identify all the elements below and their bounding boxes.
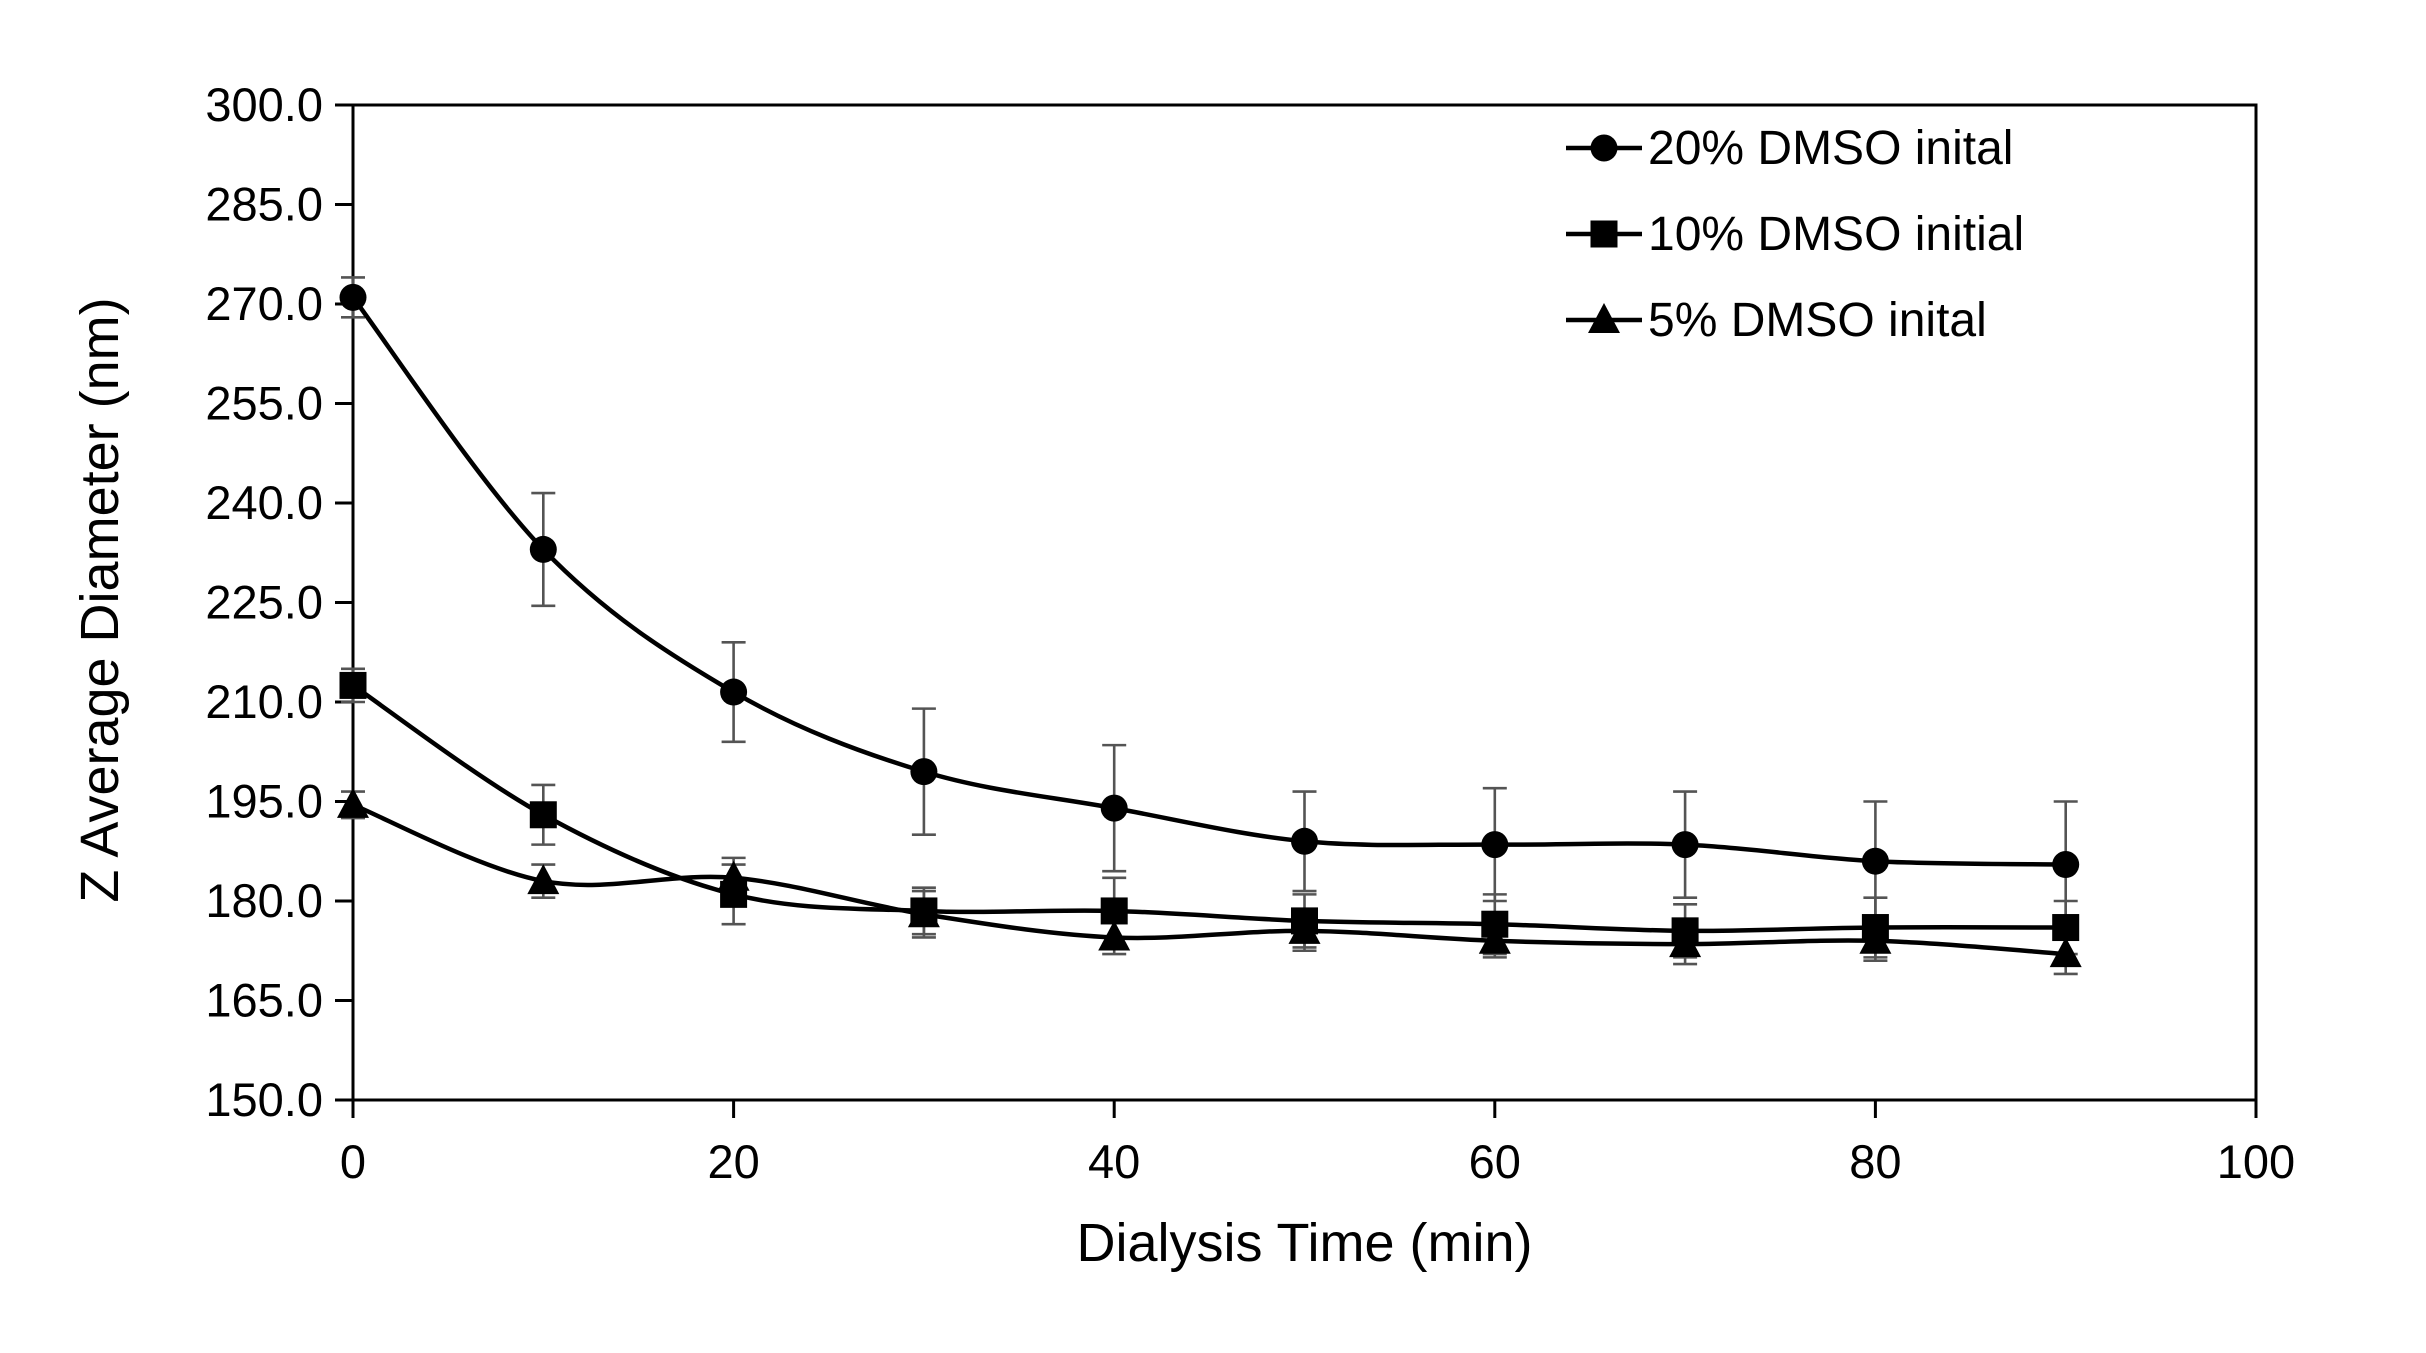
y-axis-title: Z Average Diameter (nm) xyxy=(70,297,130,903)
legend-entry-10pct: 10% DMSO initial xyxy=(1562,206,2024,262)
circle-marker-icon xyxy=(1481,831,1509,859)
triangle-marker-icon xyxy=(1669,927,1702,958)
circle-marker-icon xyxy=(2052,851,2080,879)
triangle-marker-icon xyxy=(527,864,560,895)
circle-marker-icon xyxy=(1100,794,1128,822)
series-line xyxy=(351,683,2066,934)
triangle-marker-icon xyxy=(1562,292,1646,348)
x-axis-title: Dialysis Time (min) xyxy=(1076,1213,1533,1273)
series-square xyxy=(339,671,2080,945)
y-axis: 150.0 165.0 180.0 195.0 210.0 225.0 240.0 255.0… xyxy=(205,78,353,1126)
chart-legend: 20% DMSO inital 10% DMSO initial 5% DMSO… xyxy=(1562,120,2024,348)
legend-label: 10% DMSO initial xyxy=(1648,207,2025,261)
y-tick-label: 240.0 xyxy=(205,476,323,529)
square-marker-icon xyxy=(339,671,367,699)
triangle-marker-icon xyxy=(1288,913,1321,944)
legend-entry-20pct: 20% DMSO inital xyxy=(1562,120,2024,176)
circle-marker-icon xyxy=(339,283,367,311)
x-tick-label: 80 xyxy=(1849,1135,1901,1188)
x-tick-label: 0 xyxy=(340,1135,366,1188)
triangle-marker-icon xyxy=(1478,923,1511,954)
square-marker-icon xyxy=(1590,220,1618,248)
circle-marker-icon xyxy=(1671,831,1699,859)
circle-marker-icon xyxy=(1861,847,1889,875)
y-tick-label: 270.0 xyxy=(205,277,323,330)
legend-label: 20% DMSO inital xyxy=(1648,121,2014,175)
square-marker-icon xyxy=(2052,914,2080,942)
legend-entry-5pct: 5% DMSO inital xyxy=(1562,292,2024,348)
legend-label: 5% DMSO inital xyxy=(1648,293,1987,347)
triangle-marker-icon xyxy=(1566,303,1642,333)
x-tick-label: 100 xyxy=(2217,1135,2295,1188)
y-tick-label: 150.0 xyxy=(205,1073,323,1126)
circle-marker-icon xyxy=(1566,134,1642,162)
circle-marker-icon xyxy=(910,758,938,786)
y-tick-label: 195.0 xyxy=(205,775,323,828)
y-tick-label: 255.0 xyxy=(205,377,323,430)
triangle-marker-icon xyxy=(907,897,940,928)
y-tick-label: 165.0 xyxy=(205,974,323,1027)
triangle-marker-icon xyxy=(337,787,369,818)
y-tick-label: 300.0 xyxy=(205,78,323,131)
series-line xyxy=(352,802,2066,957)
y-tick-label: 285.0 xyxy=(205,178,323,231)
triangle-marker-icon xyxy=(717,860,750,891)
square-marker-icon xyxy=(1562,206,1646,262)
y-tick-label: 210.0 xyxy=(205,675,323,728)
square-marker-icon xyxy=(1100,897,1128,925)
error-bars xyxy=(341,276,2078,976)
circle-marker-icon xyxy=(720,678,748,706)
circle-marker-icon xyxy=(1590,134,1618,162)
triangle-marker-icon xyxy=(1859,923,1892,954)
triangle-marker-icon xyxy=(1588,303,1620,333)
x-tick-label: 40 xyxy=(1088,1135,1140,1188)
y-tick-label: 225.0 xyxy=(205,576,323,629)
series-circle xyxy=(339,283,2080,879)
square-marker-icon xyxy=(1566,220,1642,248)
series-triangle xyxy=(337,787,2082,968)
triangle-marker-icon xyxy=(1098,920,1131,951)
circle-marker-icon xyxy=(1291,827,1318,855)
x-tick-label: 20 xyxy=(707,1135,759,1188)
x-tick-label: 60 xyxy=(1469,1135,1521,1188)
triangle-marker-icon xyxy=(2049,937,2082,968)
circle-marker-icon xyxy=(1562,120,1646,176)
square-marker-icon xyxy=(529,801,557,829)
circle-marker-icon xyxy=(529,535,557,563)
x-axis: 0 20 40 60 80 100 xyxy=(340,1100,2295,1188)
y-tick-label: 180.0 xyxy=(205,874,323,927)
series-line xyxy=(351,296,2066,867)
